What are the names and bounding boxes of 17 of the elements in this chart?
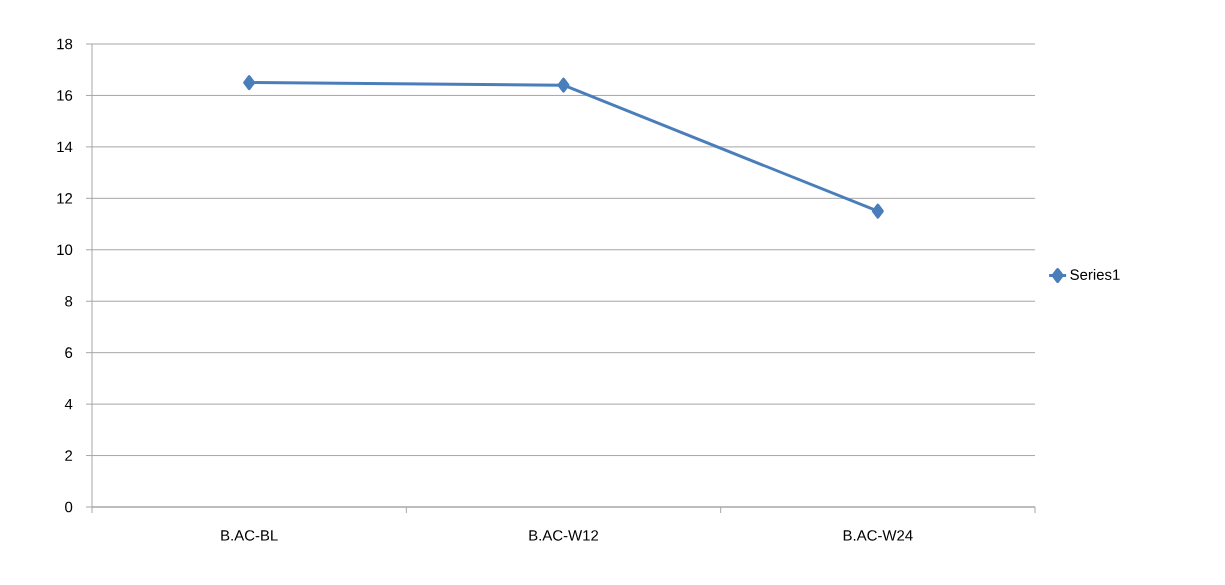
x-tick-label: B.AC-BL <box>221 530 278 541</box>
y-tick-label: 8 <box>65 295 73 307</box>
point <box>871 203 884 219</box>
x-tick-label: B.AC-W24 <box>843 530 913 541</box>
point <box>557 77 570 93</box>
x-tick-label: B.AC-W12 <box>529 530 599 541</box>
y-tick-label: 18 <box>57 38 73 50</box>
y-tick-label: 12 <box>57 193 73 204</box>
y-tick-label: 16 <box>57 90 73 101</box>
y-tick-label: 14 <box>57 141 73 153</box>
y-tick-label: 2 <box>65 450 73 461</box>
y-tick-label: 0 <box>65 501 73 513</box>
y-tick-label: 6 <box>65 347 73 358</box>
point <box>243 75 256 91</box>
y-tick-label: 10 <box>57 244 73 256</box>
y-tick-label: 4 <box>64 398 73 410</box>
legend-label: Series1 <box>1070 268 1120 280</box>
